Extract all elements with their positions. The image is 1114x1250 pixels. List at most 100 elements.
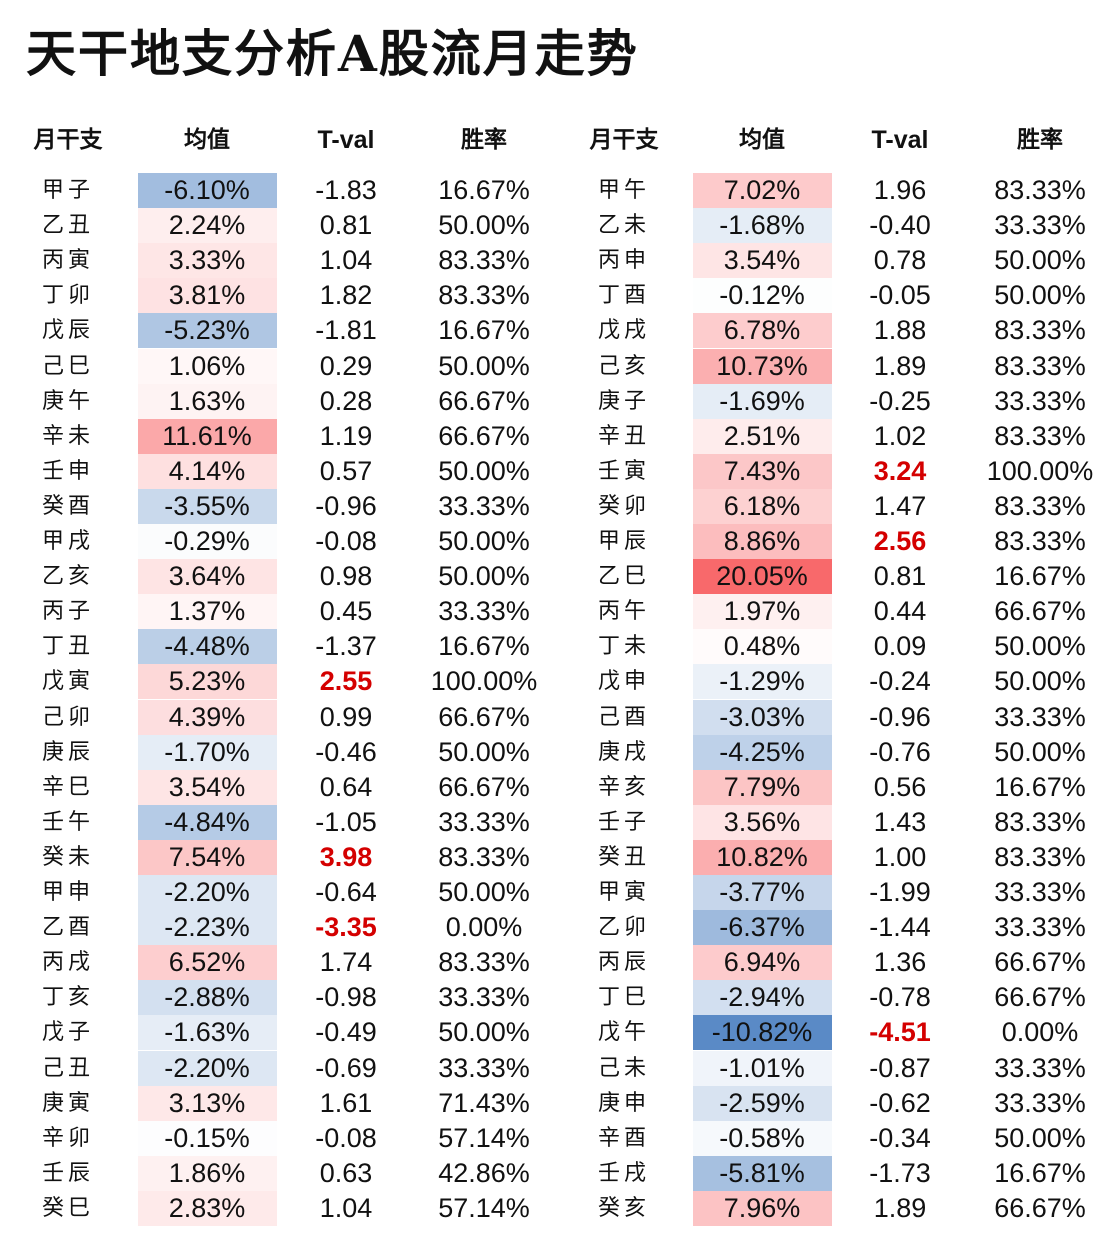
cell-t-val: 1.89 xyxy=(873,350,927,381)
cell-mean: 7.43% xyxy=(692,453,832,489)
cell-t-val: 0.09 xyxy=(873,631,927,662)
cell-t-val: 0.56 xyxy=(873,771,927,802)
cell-ganzhi: 辛巳 xyxy=(41,774,94,800)
page-title: 天干地支分析A股流月走势 xyxy=(26,24,639,83)
cell-mean: 11.61% xyxy=(137,418,277,454)
cell-mean: 3.56% xyxy=(692,804,832,840)
cell-t-val: 0.98 xyxy=(319,561,373,592)
cell-mean: -1.69% xyxy=(692,383,832,419)
cell-mean: -0.15% xyxy=(137,1120,277,1156)
cell-t-val: 1.43 xyxy=(873,806,927,837)
cell-mean: 20.05% xyxy=(692,559,832,595)
cell-t-val: -1.81 xyxy=(315,315,377,346)
cell-mean: -0.29% xyxy=(137,524,277,559)
cell-ganzhi: 戊戌 xyxy=(597,318,650,344)
cell-mean: 7.02% xyxy=(692,173,832,208)
cell-mean: 10.73% xyxy=(692,348,832,384)
cell-ganzhi: 庚辰 xyxy=(41,739,94,765)
cell-ganzhi: 乙卯 xyxy=(597,915,650,941)
cell-t-val: 3.98 xyxy=(319,841,373,872)
cell-win-rate: 83.33% xyxy=(994,526,1086,556)
cell-mean: -6.37% xyxy=(692,910,832,946)
cell-win-rate: 33.33% xyxy=(994,210,1086,241)
cell-ganzhi: 己酉 xyxy=(597,704,650,730)
cell-mean: 8.86% xyxy=(692,524,832,559)
cell-ganzhi: 甲午 xyxy=(597,178,650,203)
cell-ganzhi: 戊午 xyxy=(597,1020,650,1046)
cell-ganzhi: 丙子 xyxy=(41,599,94,625)
cell-win-rate: 50.00% xyxy=(994,736,1086,767)
cell-ganzhi: 丁丑 xyxy=(41,634,94,660)
cell-win-rate: 33.33% xyxy=(438,490,530,521)
header-ganzhi: 月干支 xyxy=(589,126,659,153)
cell-ganzhi: 乙丑 xyxy=(41,213,94,239)
cell-ganzhi: 丁亥 xyxy=(41,985,94,1011)
cell-t-val: -0.08 xyxy=(315,1122,377,1153)
cell-t-val: -1.73 xyxy=(869,1157,931,1188)
cell-mean: -6.10% xyxy=(137,173,277,208)
cell-t-val: 1.88 xyxy=(873,315,927,346)
cell-ganzhi: 戊寅 xyxy=(41,669,94,695)
cell-mean: -3.77% xyxy=(692,875,832,910)
cell-mean: 0.48% xyxy=(692,629,832,665)
cell-ganzhi: 甲戌 xyxy=(41,529,94,554)
cell-win-rate: 50.00% xyxy=(994,280,1086,311)
cell-t-val: 3.24 xyxy=(873,455,927,486)
cell-win-rate: 33.33% xyxy=(438,982,530,1013)
cell-win-rate: 66.67% xyxy=(438,385,530,416)
cell-win-rate: 83.33% xyxy=(438,841,530,872)
cell-mean: 2.83% xyxy=(137,1190,277,1226)
cell-mean: 1.06% xyxy=(137,348,277,384)
header-ganzhi: 月干支 xyxy=(33,126,103,153)
cell-ganzhi: 甲子 xyxy=(41,178,94,203)
cell-win-rate: 83.33% xyxy=(994,490,1086,521)
cell-ganzhi: 庚申 xyxy=(597,1090,650,1116)
cell-mean: -2.59% xyxy=(692,1085,832,1121)
cell-ganzhi: 己未 xyxy=(597,1055,650,1081)
cell-t-val: -0.87 xyxy=(869,1052,931,1083)
cell-win-rate: 16.67% xyxy=(994,561,1086,592)
cell-mean: 6.52% xyxy=(137,945,277,981)
cell-t-val: 0.81 xyxy=(319,210,373,241)
cell-t-val: 0.78 xyxy=(873,245,927,276)
cell-t-val: 1.96 xyxy=(873,175,927,205)
cell-win-rate: 50.00% xyxy=(438,526,530,556)
cell-t-val: 0.57 xyxy=(319,455,373,486)
cell-win-rate: 16.67% xyxy=(438,175,530,205)
cell-t-val: -0.05 xyxy=(869,280,931,311)
cell-ganzhi: 辛酉 xyxy=(597,1125,650,1151)
cell-win-rate: 66.67% xyxy=(994,982,1086,1013)
cell-ganzhi: 壬申 xyxy=(41,458,94,484)
cell-t-val: 1.61 xyxy=(319,1087,373,1118)
cell-win-rate: 66.67% xyxy=(438,701,530,732)
cell-mean: -5.23% xyxy=(137,313,277,349)
cell-t-val: -0.64 xyxy=(315,877,377,907)
cell-mean: -5.81% xyxy=(692,1155,832,1191)
cell-t-val: -0.69 xyxy=(315,1052,377,1083)
cell-ganzhi: 癸亥 xyxy=(597,1195,650,1221)
cell-mean: 6.18% xyxy=(692,488,832,524)
cell-t-val: -0.62 xyxy=(869,1087,931,1118)
cell-win-rate: 16.67% xyxy=(994,771,1086,802)
cell-mean: -1.01% xyxy=(692,1050,832,1086)
cell-ganzhi: 丙午 xyxy=(597,599,650,625)
cell-mean: 3.54% xyxy=(692,243,832,279)
cell-win-rate: 0.00% xyxy=(1001,1017,1079,1048)
cell-t-val: -1.99 xyxy=(869,877,931,907)
cell-t-val: -0.96 xyxy=(315,490,377,521)
cell-win-rate: 50.00% xyxy=(438,561,530,592)
cell-t-val: -0.24 xyxy=(869,666,931,697)
cell-t-val: 1.82 xyxy=(319,280,373,311)
cell-mean: -1.68% xyxy=(692,208,832,244)
cell-ganzhi: 己丑 xyxy=(41,1055,94,1081)
cell-t-val: -0.25 xyxy=(869,385,931,416)
cell-win-rate: 33.33% xyxy=(994,385,1086,416)
cell-mean: -2.88% xyxy=(137,980,277,1016)
cell-win-rate: 66.67% xyxy=(994,947,1086,978)
cell-mean: 3.81% xyxy=(137,278,277,314)
cell-t-val: -1.44 xyxy=(869,912,931,943)
cell-t-val: -0.96 xyxy=(869,701,931,732)
cell-ganzhi: 丙寅 xyxy=(41,248,94,274)
cell-t-val: 0.45 xyxy=(319,596,373,627)
cell-t-val: -0.34 xyxy=(869,1122,931,1153)
